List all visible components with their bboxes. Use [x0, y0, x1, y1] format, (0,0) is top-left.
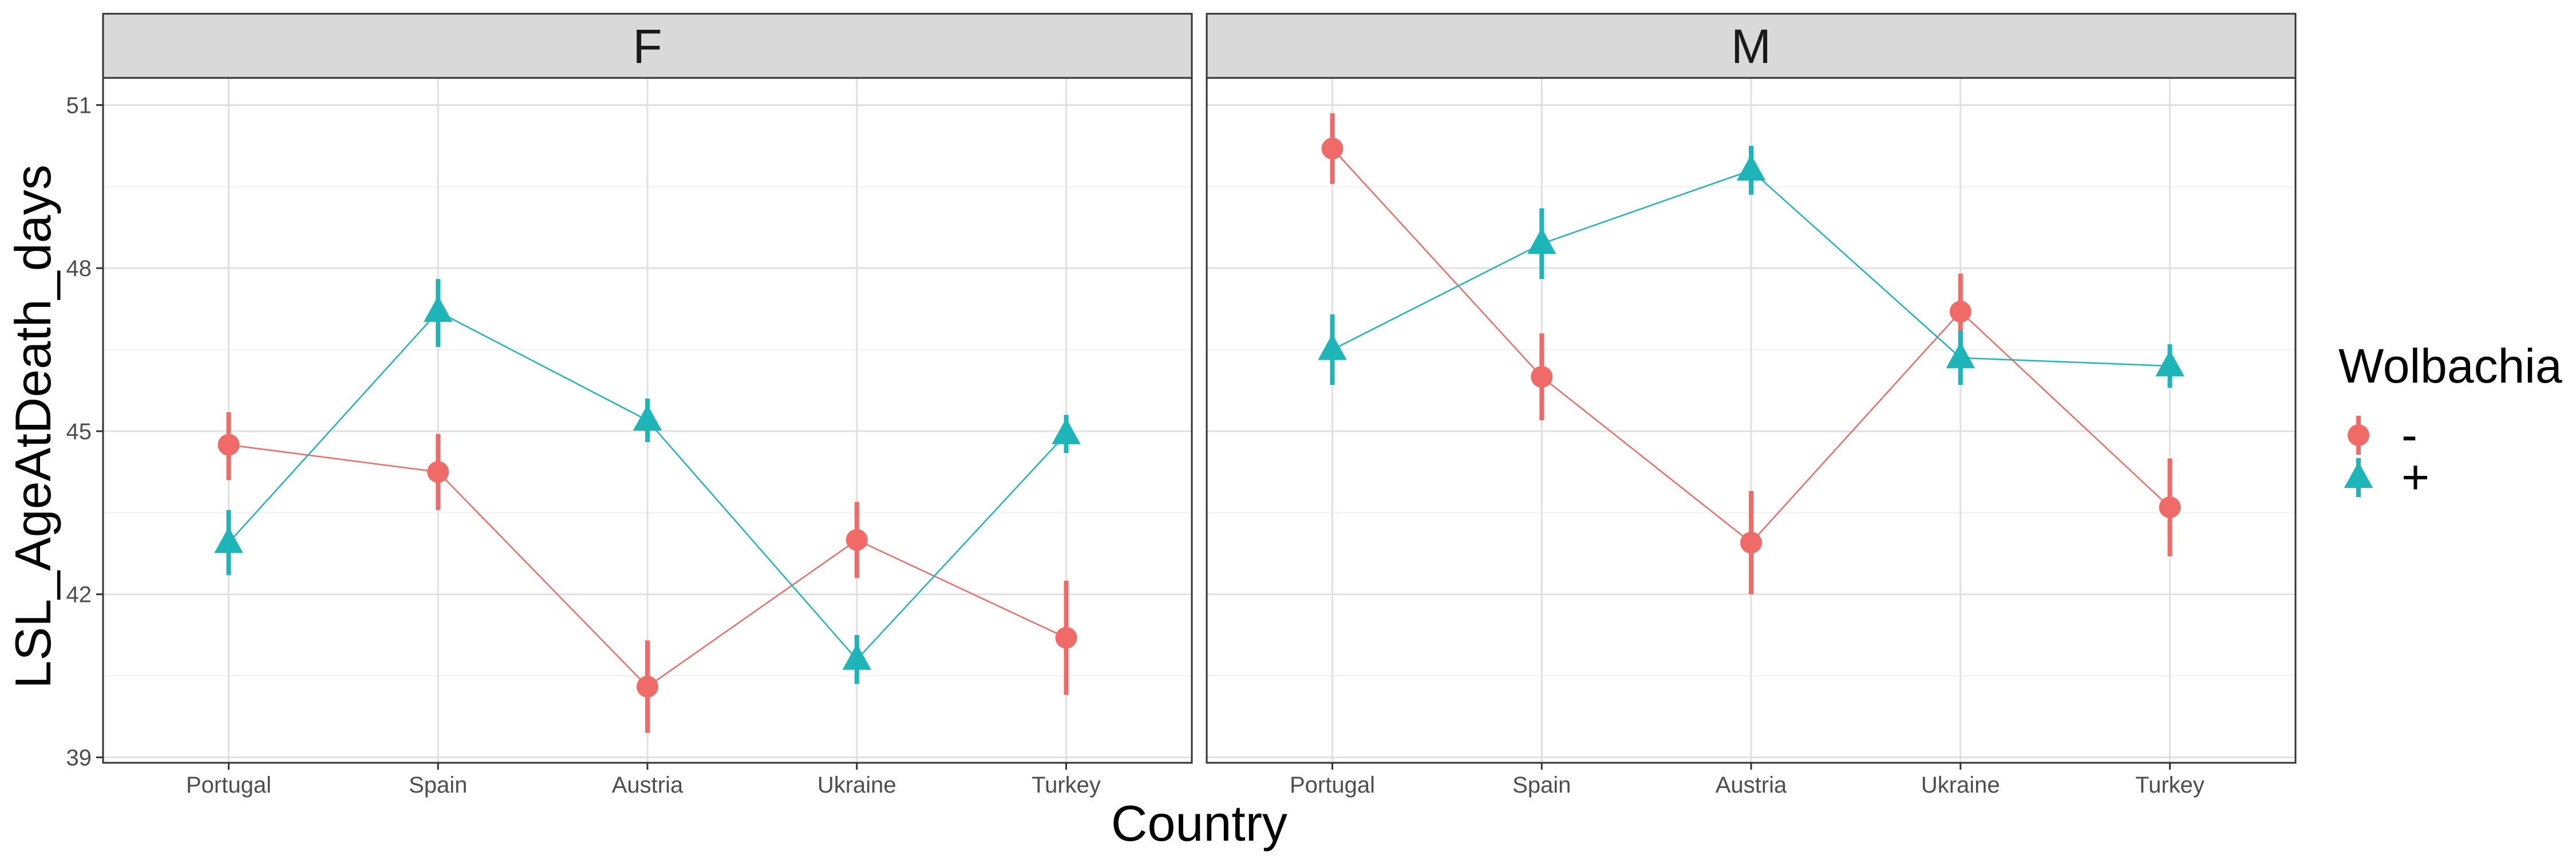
series-plus	[214, 279, 1081, 684]
series-minus	[1321, 113, 2181, 594]
legend-key-triangle	[2344, 462, 2373, 488]
facet-strip	[1206, 13, 2297, 79]
data-point	[214, 526, 243, 553]
data-point	[424, 295, 453, 322]
series-minus	[218, 412, 1077, 733]
data-point	[1946, 342, 1975, 368]
data-point	[1531, 366, 1553, 388]
facet-panel-F: F Portugal Spain Austria Ukraine Turkey 39 42 45…	[66, 13, 1193, 798]
data-point	[637, 676, 658, 698]
legend-entry: +	[2344, 450, 2429, 504]
facet-panels: F Portugal Spain Austria Ukraine Turkey 39 42 45…	[66, 13, 2297, 798]
x-tick-label: Austria	[1716, 773, 1787, 798]
facet-strip	[102, 13, 1193, 79]
data-point	[846, 529, 868, 551]
data-point	[842, 644, 871, 670]
data-point	[1318, 334, 1347, 360]
x-tick-label: Austria	[612, 773, 683, 798]
data-point	[1055, 626, 1077, 649]
legend-label: +	[2401, 450, 2429, 504]
data-point	[1949, 301, 1971, 323]
axes: Country LSL_AgeAtDeath_days	[5, 165, 1287, 852]
facet-panel-M: M Portugal Spain Austria Ukraine Turkey	[1206, 13, 2297, 798]
x-tick-label: Spain	[1512, 773, 1571, 798]
data-point	[1052, 418, 1081, 444]
x-tick-label: Ukraine	[1921, 773, 2000, 798]
facet-strip-label: F	[633, 19, 662, 73]
data-point	[2155, 350, 2184, 377]
legend-entry: -	[2348, 408, 2417, 462]
facet-strip-label: M	[1731, 19, 1771, 73]
y-tick-label: 42	[66, 582, 92, 608]
data-point	[218, 434, 240, 456]
legend-title: Wolbachia	[2338, 339, 2562, 393]
x-tick-label: Ukraine	[817, 773, 896, 798]
y-tick-label: 39	[66, 746, 92, 771]
legend-label: -	[2401, 408, 2417, 462]
x-tick-label: Turkey	[1032, 773, 1101, 798]
x-tick-label: Spain	[409, 773, 467, 798]
y-tick-label: 48	[66, 256, 92, 281]
data-point	[1736, 154, 1766, 181]
x-tick-label: Turkey	[2135, 773, 2204, 798]
x-axis-title: Country	[1111, 795, 1287, 852]
data-point	[1527, 227, 1556, 254]
y-tick-label: 51	[66, 93, 92, 118]
data-point	[1740, 531, 1762, 554]
data-point	[1321, 137, 1344, 160]
x-tick-label: Portugal	[1290, 773, 1375, 798]
y-axis-title: LSL_AgeAtDeath_days	[5, 165, 61, 689]
x-tick-label: Portugal	[186, 773, 271, 798]
y-tick-label: 45	[66, 419, 92, 444]
legend-key-circle	[2348, 424, 2369, 446]
legend: Wolbachia -+	[2338, 339, 2562, 504]
data-point	[633, 404, 662, 431]
data-point	[427, 461, 449, 483]
series-plus	[1318, 145, 2184, 388]
data-point	[2159, 496, 2181, 518]
